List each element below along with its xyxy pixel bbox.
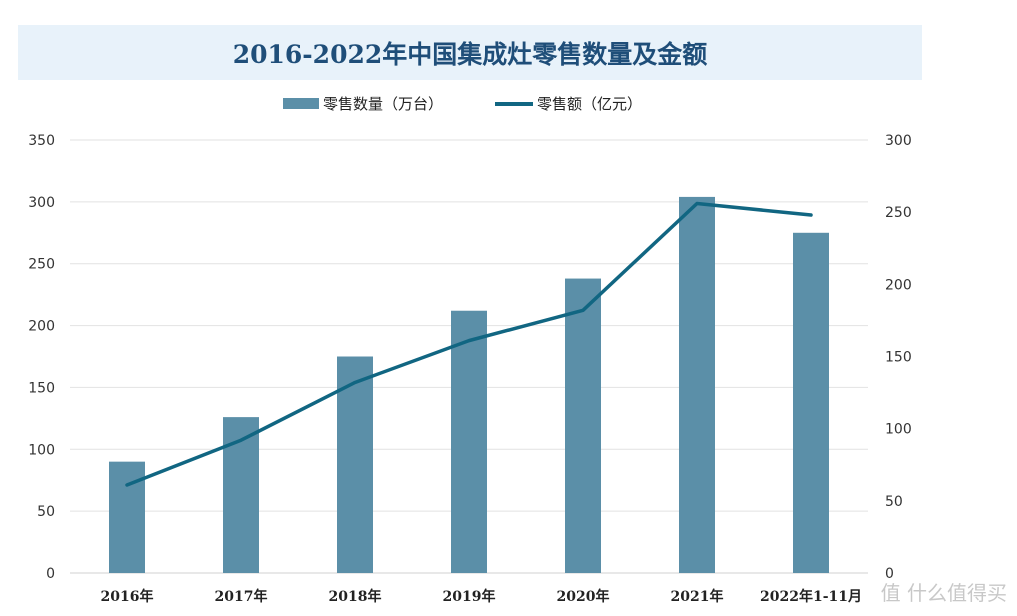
y-right-tick-label: 200 — [885, 277, 912, 293]
legend-swatch-bar — [283, 98, 319, 109]
title-banner: 2016-2022年中国集成灶零售数量及金额 — [18, 25, 922, 80]
y-right-tick-label: 0 — [885, 566, 894, 582]
x-tick-label: 2020年 — [557, 588, 610, 605]
y-left-tick-label: 50 — [37, 504, 55, 520]
y-left-tick-label: 100 — [28, 442, 55, 458]
y-left-tick-label: 150 — [28, 380, 55, 396]
bar — [337, 356, 373, 573]
y-right-tick-label: 250 — [885, 205, 912, 221]
x-tick-label: 2021年 — [671, 588, 724, 605]
bar — [679, 196, 715, 573]
x-tick-label: 2022年1-11月 — [760, 588, 862, 605]
watermark: 值 什么值得买 — [880, 581, 1007, 605]
line-series — [125, 201, 813, 487]
y-right-tick-label: 50 — [885, 494, 903, 510]
bar — [793, 232, 829, 574]
legend-label-bar: 零售数量（万台） — [323, 95, 443, 113]
y-right-tick-label: 300 — [885, 133, 912, 149]
x-tick-label: 2018年 — [329, 588, 382, 605]
bar — [565, 278, 601, 573]
y-left-tick-label: 0 — [46, 566, 55, 582]
y-left-tick-label: 250 — [28, 257, 55, 273]
y-left-tick-label: 300 — [28, 195, 55, 211]
y-left-tick-label: 200 — [28, 319, 55, 335]
x-tick-label: 2019年 — [443, 588, 496, 605]
x-tick-label: 2017年 — [215, 588, 268, 605]
y-left-tick-label: 350 — [28, 133, 55, 149]
x-tick-label: 2016年 — [101, 588, 154, 605]
y-right-tick-label: 100 — [885, 422, 912, 438]
y-right-tick-label: 150 — [885, 350, 912, 366]
legend-label-line: 零售额（亿元） — [537, 95, 642, 113]
chart-title: 2016-2022年中国集成灶零售数量及金额 — [232, 39, 708, 69]
bar — [451, 310, 487, 573]
